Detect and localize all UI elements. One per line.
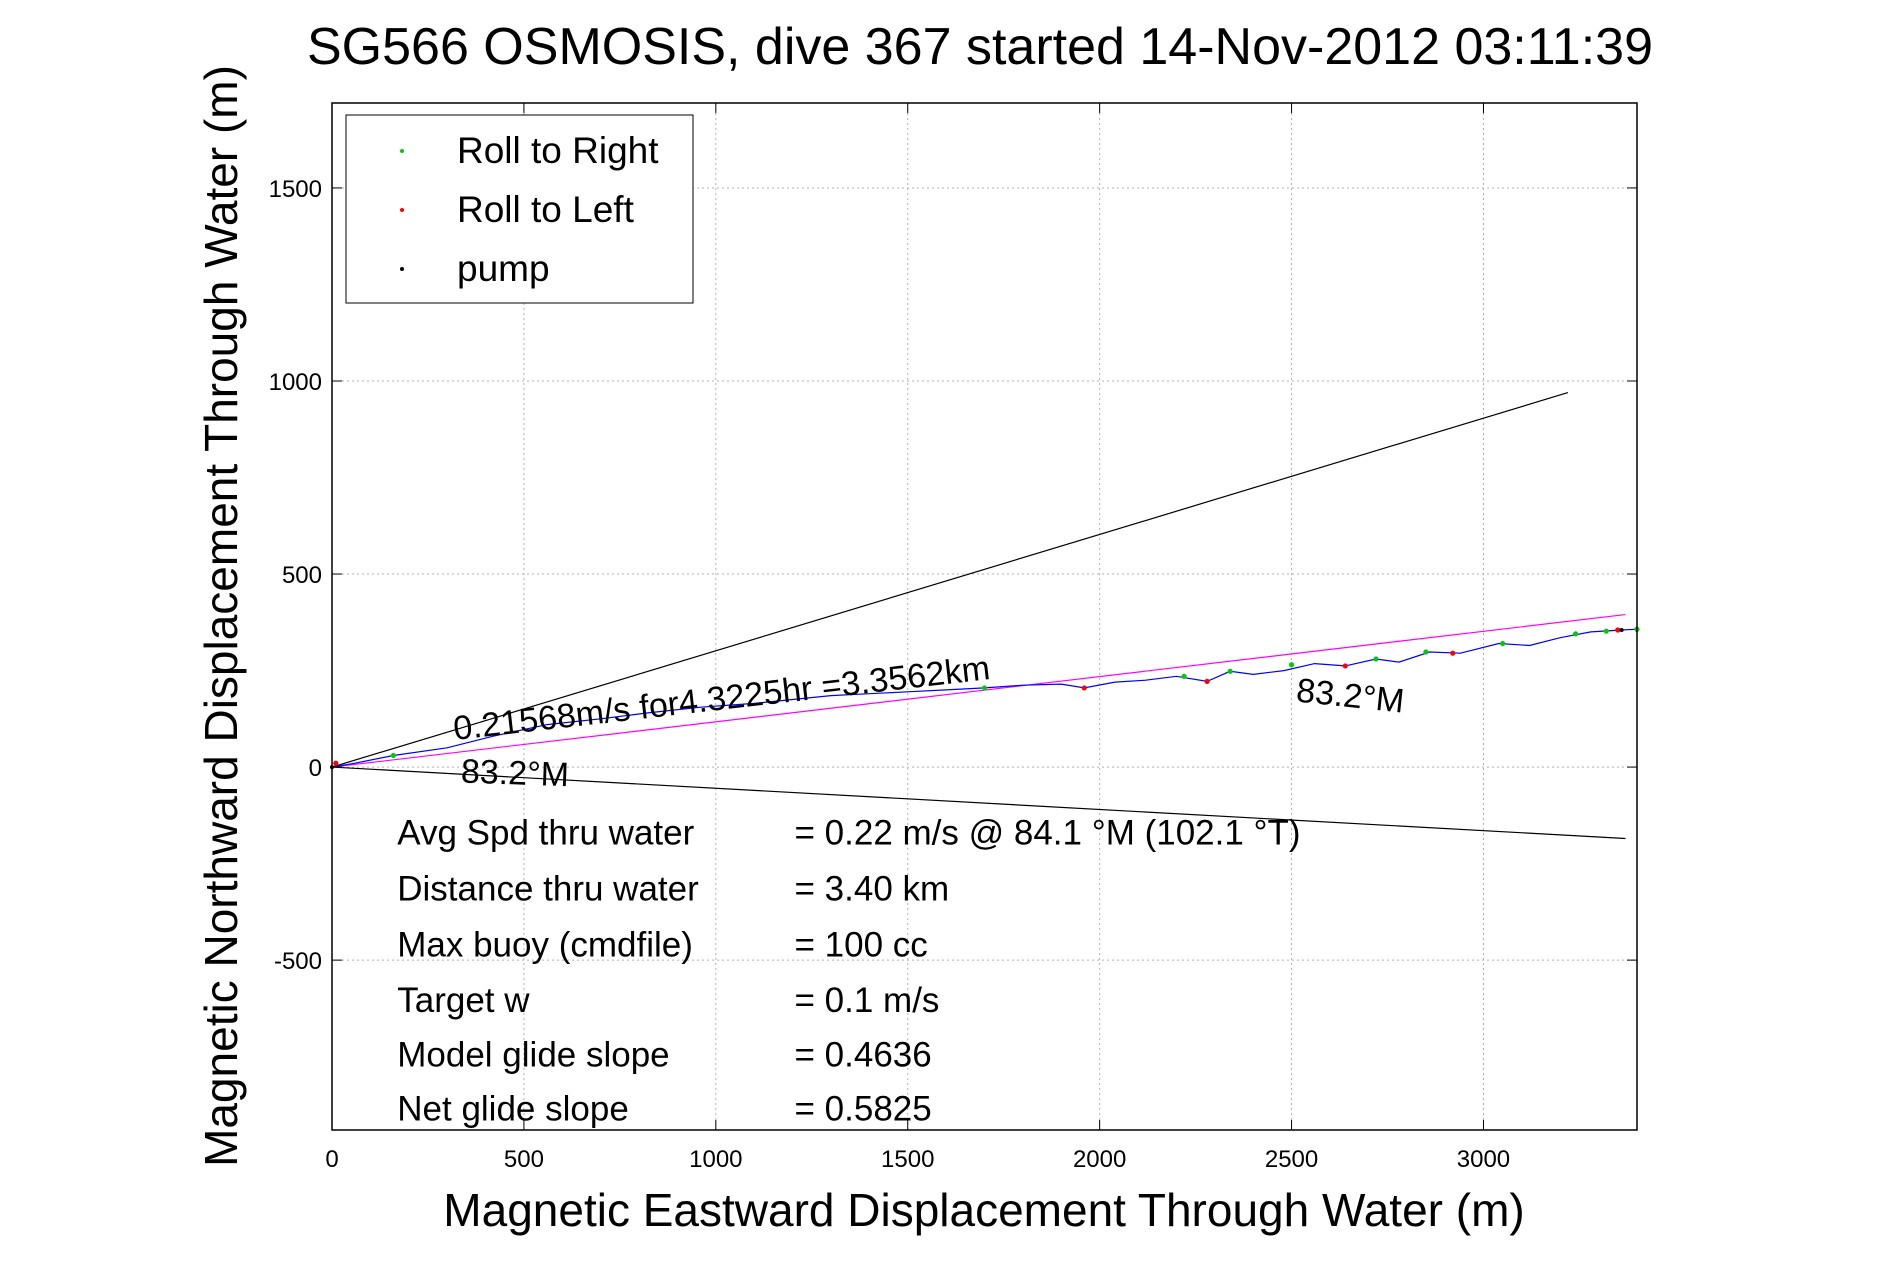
x-tick-label: 2000 [1073,1146,1126,1173]
x-tick-label: 0 [325,1146,338,1173]
legend-box [345,114,694,304]
reference-line [331,613,1626,768]
stat-value: = 100 cc [795,925,928,964]
stat-label: Avg Spd thru water [397,813,694,852]
reference-line [331,766,1626,840]
stat-value: = 0.4636 [795,1035,932,1074]
roll-left-point [1204,678,1210,684]
roll-right-point [1572,631,1579,637]
stat-label: Max buoy (cmdfile) [397,925,693,964]
roll-right-point [390,752,397,759]
roll-left-point [1450,650,1456,656]
roll-right-point [1288,662,1295,668]
x-tick-label: 1500 [881,1146,934,1173]
legend-label: pump [457,248,550,289]
stat-label: Model glide slope [397,1035,669,1074]
roll-right-point [1603,628,1609,634]
roll-right-point [1373,656,1379,662]
stat-label: Target w [397,981,530,1020]
chart-annotation: 83.2°M [460,753,569,795]
legend-label: Roll to Left [457,189,635,230]
stat-value: = 0.5825 [795,1089,932,1128]
reference-lines [331,391,1626,840]
roll-right-point [1423,649,1429,655]
y-tick-label: 1500 [269,176,322,203]
stat-label: Net glide slope [397,1089,629,1128]
x-tick-label: 2500 [1265,1146,1318,1173]
stat-value: = 3.40 km [795,869,950,908]
x-tick-label: 1000 [689,1146,742,1173]
event-points [330,626,1640,770]
roll-right-point [1500,640,1506,647]
roll-left-point [1615,627,1621,633]
roll-right-point [1181,673,1187,679]
stat-value: = 0.1 m/s [795,981,940,1020]
axis-ticks: 0 500 1000 1500 2000 2500 3000 -500 0 500 1000 1500 [269,103,1637,1173]
y-tick-label: -500 [274,948,322,975]
roll-left-point [1342,663,1348,669]
roll-right-point [1227,668,1233,674]
plot-frame [331,102,1638,1131]
roll-left-point [1081,685,1087,691]
legend-label: Roll to Right [457,130,659,171]
legend-marker [400,149,404,153]
x-axis-label: Magnetic Eastward Displacement Through W… [443,1184,1524,1236]
reference-line [331,391,1569,768]
stat-value: = 0.22 m/s @ 84.1 °M (102.1 °T) [795,813,1301,852]
pump-point [1619,628,1624,633]
roll-right-point [981,685,988,691]
legend: Roll to Right Roll to Left pump [345,114,694,304]
x-tick-label: 3000 [1457,1146,1510,1173]
stat-label: Distance thru water [397,869,699,908]
legend-marker [400,267,404,271]
x-tick-label: 500 [504,1146,544,1173]
legend-marker [400,208,404,212]
roll-left-point [333,760,339,766]
y-axis-label: Magnetic Northward Displacement Through … [195,65,247,1167]
dive-statistics: Avg Spd thru water = 0.22 m/s @ 84.1 °M (… [397,813,1300,1128]
chart-title: SG566 OSMOSIS, dive 367 started 14-Nov-2… [307,18,1653,76]
y-tick-label: 500 [282,562,322,589]
y-tick-label: 1000 [269,369,322,396]
y-tick-label: 0 [309,755,322,782]
